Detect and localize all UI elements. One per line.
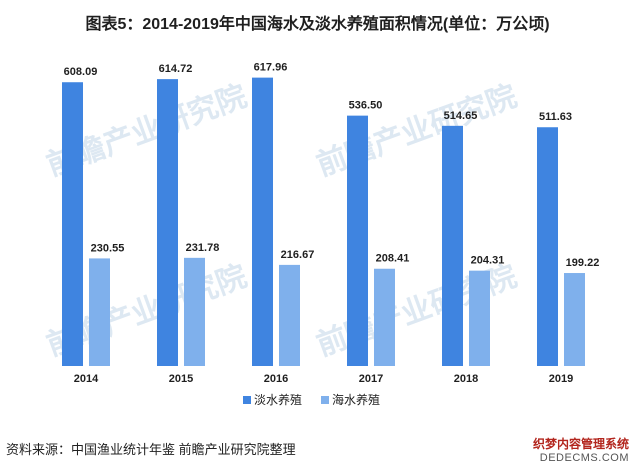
data-label: 608.09 — [64, 66, 98, 78]
corner-watermark: 织梦内容管理系统 DEDECMS.COM — [533, 437, 629, 465]
legend-label: 淡水养殖 — [254, 392, 302, 407]
data-label: 514.65 — [444, 110, 478, 122]
bar-seawater — [89, 258, 110, 366]
source-note: 资料来源：中国渔业统计年鉴 前瞻产业研究院整理 — [6, 442, 296, 457]
bar-freshwater — [252, 77, 273, 367]
data-label: 216.67 — [281, 249, 315, 261]
legend-swatch — [321, 396, 329, 404]
data-label: 617.96 — [254, 62, 288, 74]
data-label: 614.72 — [159, 63, 193, 75]
bar-freshwater — [442, 125, 463, 366]
x-tick-label: 2018 — [454, 373, 478, 385]
data-label: 204.31 — [471, 255, 505, 267]
chart-title: 图表5：2014-2019年中国海水及淡水养殖面积情况(单位：万公顷) — [85, 16, 550, 33]
legend-swatch — [243, 396, 251, 404]
bar-freshwater — [347, 115, 368, 366]
legend-label: 海水养殖 — [332, 392, 380, 407]
data-label: 511.63 — [539, 111, 572, 123]
data-label: 230.55 — [91, 242, 125, 254]
bar-seawater — [469, 270, 490, 366]
x-tick-label: 2017 — [359, 373, 383, 385]
bar-seawater — [184, 257, 205, 366]
bar-freshwater — [157, 79, 178, 366]
data-label: 208.41 — [376, 253, 410, 265]
corner-watermark-line1: 织梦内容管理系统 — [532, 437, 629, 451]
data-label: 231.78 — [186, 242, 220, 254]
data-label: 199.22 — [566, 257, 600, 269]
watermark-logo-text: 前瞻产业研究院 — [312, 79, 521, 183]
bar-seawater — [279, 264, 300, 366]
bar-seawater — [564, 273, 585, 366]
bar-freshwater — [537, 127, 558, 366]
x-tick-label: 2014 — [74, 373, 99, 385]
x-tick-label: 2019 — [549, 373, 573, 385]
data-label: 536.50 — [349, 100, 383, 112]
x-tick-label: 2015 — [169, 373, 193, 385]
corner-watermark-line2: DEDECMS.COM — [539, 452, 629, 464]
bar-freshwater — [62, 82, 83, 366]
x-tick-label: 2016 — [264, 373, 288, 385]
bar-seawater — [374, 268, 395, 366]
